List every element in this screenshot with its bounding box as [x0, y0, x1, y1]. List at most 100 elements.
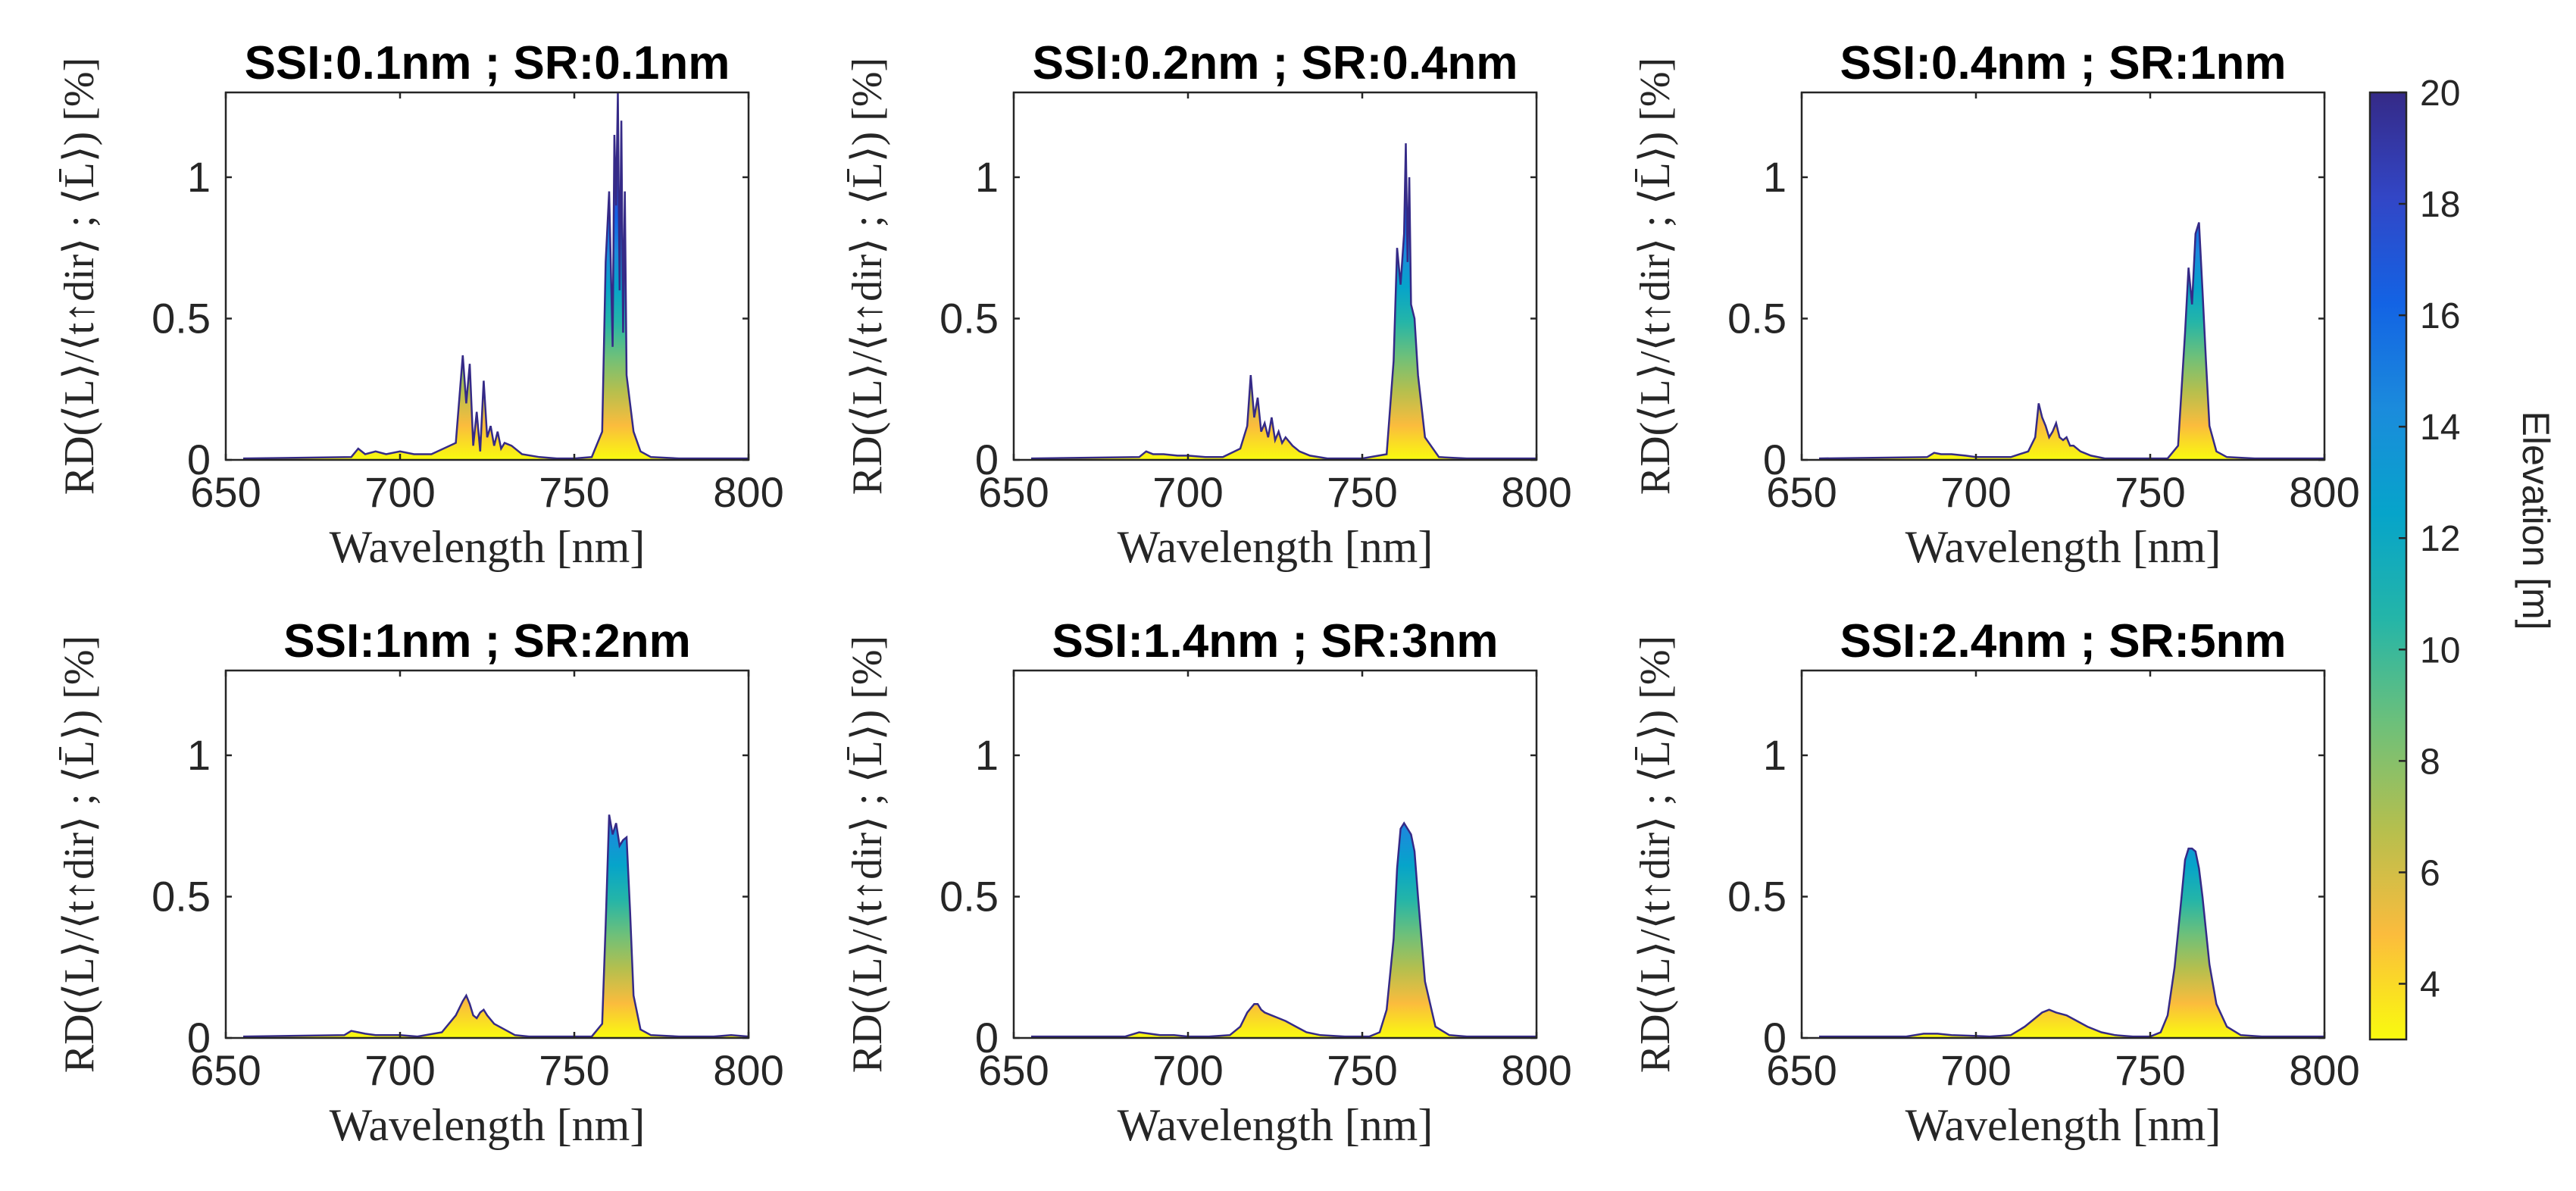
x-tick-label: 700: [1152, 468, 1223, 516]
colorbar-tick-label: 6: [2420, 853, 2440, 893]
colorbar-tick-label: 10: [2420, 630, 2460, 671]
colorbar-label: Elevation [m]: [2515, 411, 2557, 630]
subplot-title: SSI:0.2nm ; SR:0.4nm: [1033, 37, 1518, 89]
elevation-area-series: [243, 814, 749, 1038]
x-tick-label: 750: [539, 1046, 609, 1094]
x-tick-label: 700: [1940, 468, 2011, 516]
axis-box: [224, 669, 750, 1039]
subplot-1: 650 700 750 800 0 0.5 1 SSI:0.1nm ; SR:0.1nm Wav…: [56, 37, 784, 572]
x-tick-label: 800: [1501, 1046, 1571, 1094]
colorbar-tick-label: 8: [2420, 742, 2440, 782]
colorbar-tick-label: 12: [2420, 519, 2460, 559]
y-tick-label: 0: [975, 1014, 999, 1061]
y-axis-label: RD(⟨L⟩/⟨t↑dir⟩ ; ⟨L̄⟩) [%]: [1632, 636, 1679, 1073]
y-tick-label: 1: [187, 153, 211, 201]
y-tick-label: 0.5: [1727, 294, 1787, 342]
y-tick-label: 1: [975, 153, 999, 201]
y-tick-label: 0.5: [939, 872, 999, 920]
x-tick-label: 750: [1327, 468, 1397, 516]
x-tick-label: 750: [1327, 1046, 1397, 1094]
subplot-4: 650 700 750 800 0 0.5 1 SSI:1nm ; SR:2nm Wavelen…: [56, 615, 784, 1150]
colorbar-gradient: [2370, 92, 2406, 1039]
subplot-title: SSI:1nm ; SR:2nm: [283, 615, 690, 667]
y-tick-label: 0: [975, 436, 999, 483]
series-line-max-elevation: [1030, 143, 1537, 460]
y-tick-label: 0: [187, 436, 211, 483]
x-tick-label: 750: [539, 468, 609, 516]
plot-area: [1802, 671, 2324, 1038]
axis-box: [1012, 669, 1538, 1039]
subplot-title: SSI:0.4nm ; SR:1nm: [1840, 37, 2286, 89]
x-axis-label: Wavelength [nm]: [1905, 522, 2221, 572]
y-tick-label: 1: [1763, 153, 1787, 201]
x-tick-label: 650: [1766, 1046, 1837, 1094]
x-tick-label: 800: [713, 468, 783, 516]
colorbar-tick-label: 14: [2420, 408, 2460, 448]
x-tick-label: 650: [978, 468, 1049, 516]
y-tick-label: 0.5: [152, 294, 211, 342]
colorbar-tick-label: 20: [2420, 73, 2460, 114]
x-tick-label: 750: [2115, 468, 2185, 516]
plot-area: [1014, 92, 1537, 460]
y-tick-label: 0.5: [152, 872, 211, 920]
series-line-max-elevation: [242, 92, 749, 460]
y-axis-label: RD(⟨L⟩/⟨t↑dir⟩ ; ⟨L̄⟩) [%]: [844, 636, 891, 1073]
x-tick-label: 700: [364, 468, 435, 516]
x-axis-label: Wavelength [nm]: [330, 1100, 646, 1150]
y-tick-label: 0.5: [939, 294, 999, 342]
colorbar-tick-label: 18: [2420, 185, 2460, 225]
elevation-area-series: [1819, 222, 2324, 460]
x-axis-label: Wavelength [nm]: [1118, 1100, 1433, 1150]
subplot-title: SSI:0.1nm ; SR:0.1nm: [245, 37, 730, 89]
x-axis-label: Wavelength [nm]: [330, 522, 646, 572]
subplot-title: SSI:1.4nm ; SR:3nm: [1052, 615, 1498, 667]
axis-box: [224, 91, 750, 461]
x-tick-label: 800: [1501, 468, 1571, 516]
colorbar-tick-label: 16: [2420, 296, 2460, 336]
y-axis-label: RD(⟨L⟩/⟨t↑dir⟩ ; ⟨L̄⟩) [%]: [56, 58, 103, 495]
subplot-3: 650 700 750 800 0 0.5 1 SSI:0.4nm ; SR:1nm Wavel…: [1632, 37, 2360, 572]
series-line-max-elevation: [1819, 847, 2324, 1038]
y-axis-label: RD(⟨L⟩/⟨t↑dir⟩ ; ⟨L̄⟩) [%]: [844, 58, 891, 495]
subplot-2: 650 700 750 800 0 0.5 1 SSI:0.2nm ; SR:0.4nm Wav…: [844, 37, 1572, 572]
series-line-max-elevation: [1031, 821, 1537, 1038]
y-tick-label: 0: [1763, 436, 1787, 483]
x-tick-label: 800: [2289, 468, 2359, 516]
subplot-grid: 650 700 750 800 0 0.5 1 SSI:0.1nm ; SR:0.1nm Wav…: [56, 37, 2360, 1150]
y-tick-label: 0.5: [1727, 872, 1787, 920]
y-tick-label: 1: [187, 731, 211, 779]
elevation-area-series: [1819, 849, 2324, 1038]
colorbar: 20 18 16 14 12 10 8 6 4 Elevation [m]: [2368, 73, 2557, 1041]
x-axis-label: Wavelength [nm]: [1905, 1100, 2221, 1150]
subplot-title: SSI:2.4nm ; SR:5nm: [1840, 615, 2286, 667]
elevation-area-series: [1031, 823, 1537, 1038]
subplot-5: 650 700 750 800 0 0.5 1 SSI:1.4nm ; SR:3nm Wavel…: [844, 615, 1572, 1150]
y-tick-label: 0: [187, 1014, 211, 1061]
subplot-6: 650 700 750 800 0 0.5 1 SSI:2.4nm ; SR:5nm Wavel…: [1632, 615, 2360, 1150]
axis-box: [1012, 91, 1538, 461]
y-tick-label: 1: [1763, 731, 1787, 779]
colorbar-frame: [2368, 91, 2408, 1041]
x-tick-label: 650: [190, 1046, 261, 1094]
x-tick-label: 700: [364, 1046, 435, 1094]
y-tick-label: 1: [975, 731, 999, 779]
x-tick-label: 800: [2289, 1046, 2359, 1094]
x-tick-label: 650: [1766, 468, 1837, 516]
y-axis-label: RD(⟨L⟩/⟨t↑dir⟩ ; ⟨L̄⟩) [%]: [1632, 58, 1679, 495]
plot-area: [226, 671, 749, 1038]
y-axis-label: RD(⟨L⟩/⟨t↑dir⟩ ; ⟨L̄⟩) [%]: [56, 636, 103, 1073]
axis-box: [1800, 91, 2326, 461]
x-tick-label: 650: [190, 468, 261, 516]
plot-area: [1802, 92, 2324, 460]
colorbar-tick-label: 4: [2420, 964, 2440, 1005]
plot-area: [226, 92, 749, 460]
y-tick-label: 0: [1763, 1014, 1787, 1061]
series-line-max-elevation: [242, 814, 749, 1038]
elevation-area-series: [243, 92, 749, 460]
elevation-area-series: [1031, 143, 1537, 460]
x-tick-label: 650: [978, 1046, 1049, 1094]
x-tick-label: 750: [2115, 1046, 2185, 1094]
x-tick-label: 800: [713, 1046, 783, 1094]
x-tick-label: 700: [1152, 1046, 1223, 1094]
